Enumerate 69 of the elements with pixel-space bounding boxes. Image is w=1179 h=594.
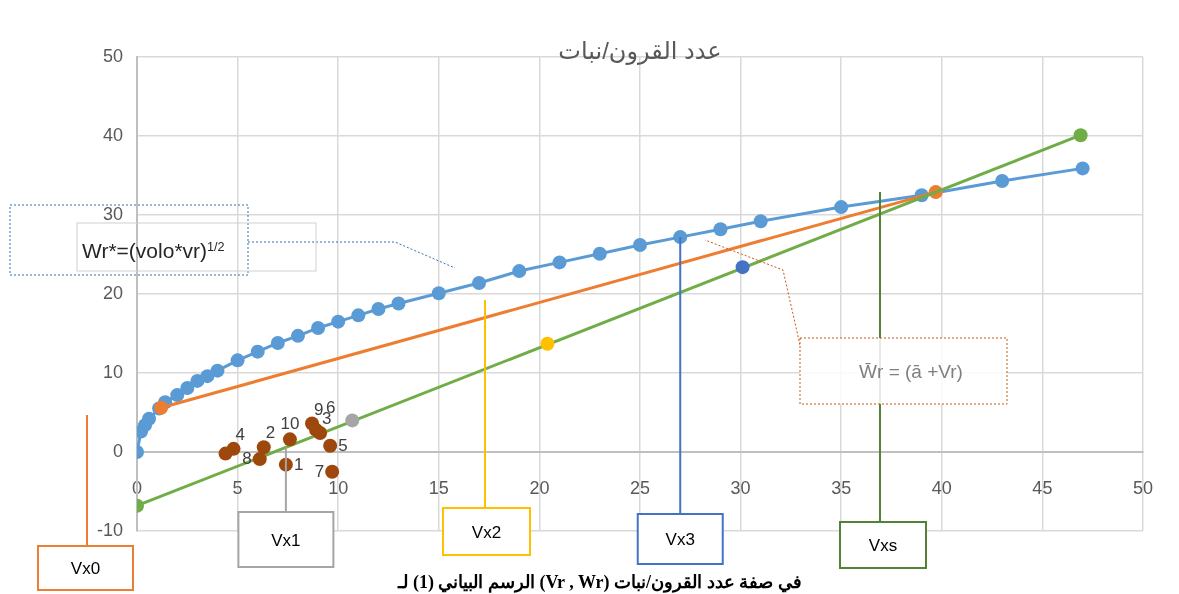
point (540, 336, 555, 351)
annotation: Wr*=(volo*vr)$^{1/2}$ (82, 239, 225, 262)
point (311, 320, 326, 335)
x-tick-label: 50 (1132, 477, 1153, 498)
y-tick-label: 20 (102, 282, 123, 303)
point (351, 308, 366, 323)
point (735, 260, 750, 275)
point (170, 388, 185, 403)
y-tick-label: 50 (102, 45, 123, 66)
x-tick-label: 40 (931, 477, 952, 498)
x-tick-label: 25 (629, 477, 651, 498)
point (270, 335, 285, 350)
point (200, 369, 215, 384)
annotation: Vx2 (471, 522, 502, 542)
annotation: 2 (265, 423, 276, 443)
y-tick-label: 10 (102, 361, 123, 382)
annotation: Vx1 (271, 530, 301, 550)
point (713, 222, 728, 237)
y-tick-label: 0 (112, 440, 123, 461)
point (142, 411, 157, 426)
annotation: W̄r = (ā +Vr) (859, 361, 963, 382)
point (472, 275, 487, 290)
annotation: 1 (293, 454, 304, 474)
x-tick-label: 20 (529, 477, 550, 498)
point (252, 452, 267, 467)
point (431, 286, 446, 301)
point (834, 200, 849, 215)
point (512, 264, 527, 279)
point (753, 214, 768, 229)
point (250, 344, 265, 359)
point (673, 230, 688, 245)
x-tick-label: 10 (328, 477, 349, 498)
point (325, 464, 340, 479)
x-tick-label: 5 (232, 477, 243, 498)
point (391, 296, 406, 311)
point (180, 381, 195, 396)
annotation: 7 (314, 461, 325, 481)
point (230, 353, 245, 368)
point (313, 426, 328, 441)
x-tick-label: 35 (831, 477, 852, 498)
chart-title: عدد القرون/نبات (558, 37, 722, 65)
point (1075, 161, 1090, 176)
annotation: 10 (280, 413, 300, 433)
point (226, 441, 241, 456)
y-tick-label: 30 (102, 203, 123, 224)
point (323, 438, 338, 453)
x-tick-label: 45 (1032, 477, 1053, 498)
annotation: 5 (338, 435, 348, 455)
y-tick-label: -10 (96, 519, 123, 540)
point (995, 174, 1010, 189)
annotation: Vx3 (665, 530, 695, 549)
point (633, 238, 647, 253)
x-tick-label: 30 (730, 477, 751, 498)
point (331, 314, 346, 329)
point (552, 255, 567, 270)
point (371, 302, 386, 317)
point (210, 363, 225, 378)
text: الرسم البياني (1) لـ (Vr , Wr) في صفة عدد القرون/نبات (397, 572, 802, 593)
annotation: 4 (235, 425, 246, 445)
point (282, 432, 297, 447)
formula-callout: W̄r = (ā +Vr) (704, 239, 1008, 405)
point (345, 413, 360, 428)
point (290, 328, 305, 343)
annotation: 9 (314, 399, 324, 419)
point (592, 246, 607, 261)
point (190, 373, 205, 388)
x-tick-label: 15 (428, 477, 449, 498)
y-tick-label: 40 (102, 124, 123, 145)
point (256, 440, 271, 455)
